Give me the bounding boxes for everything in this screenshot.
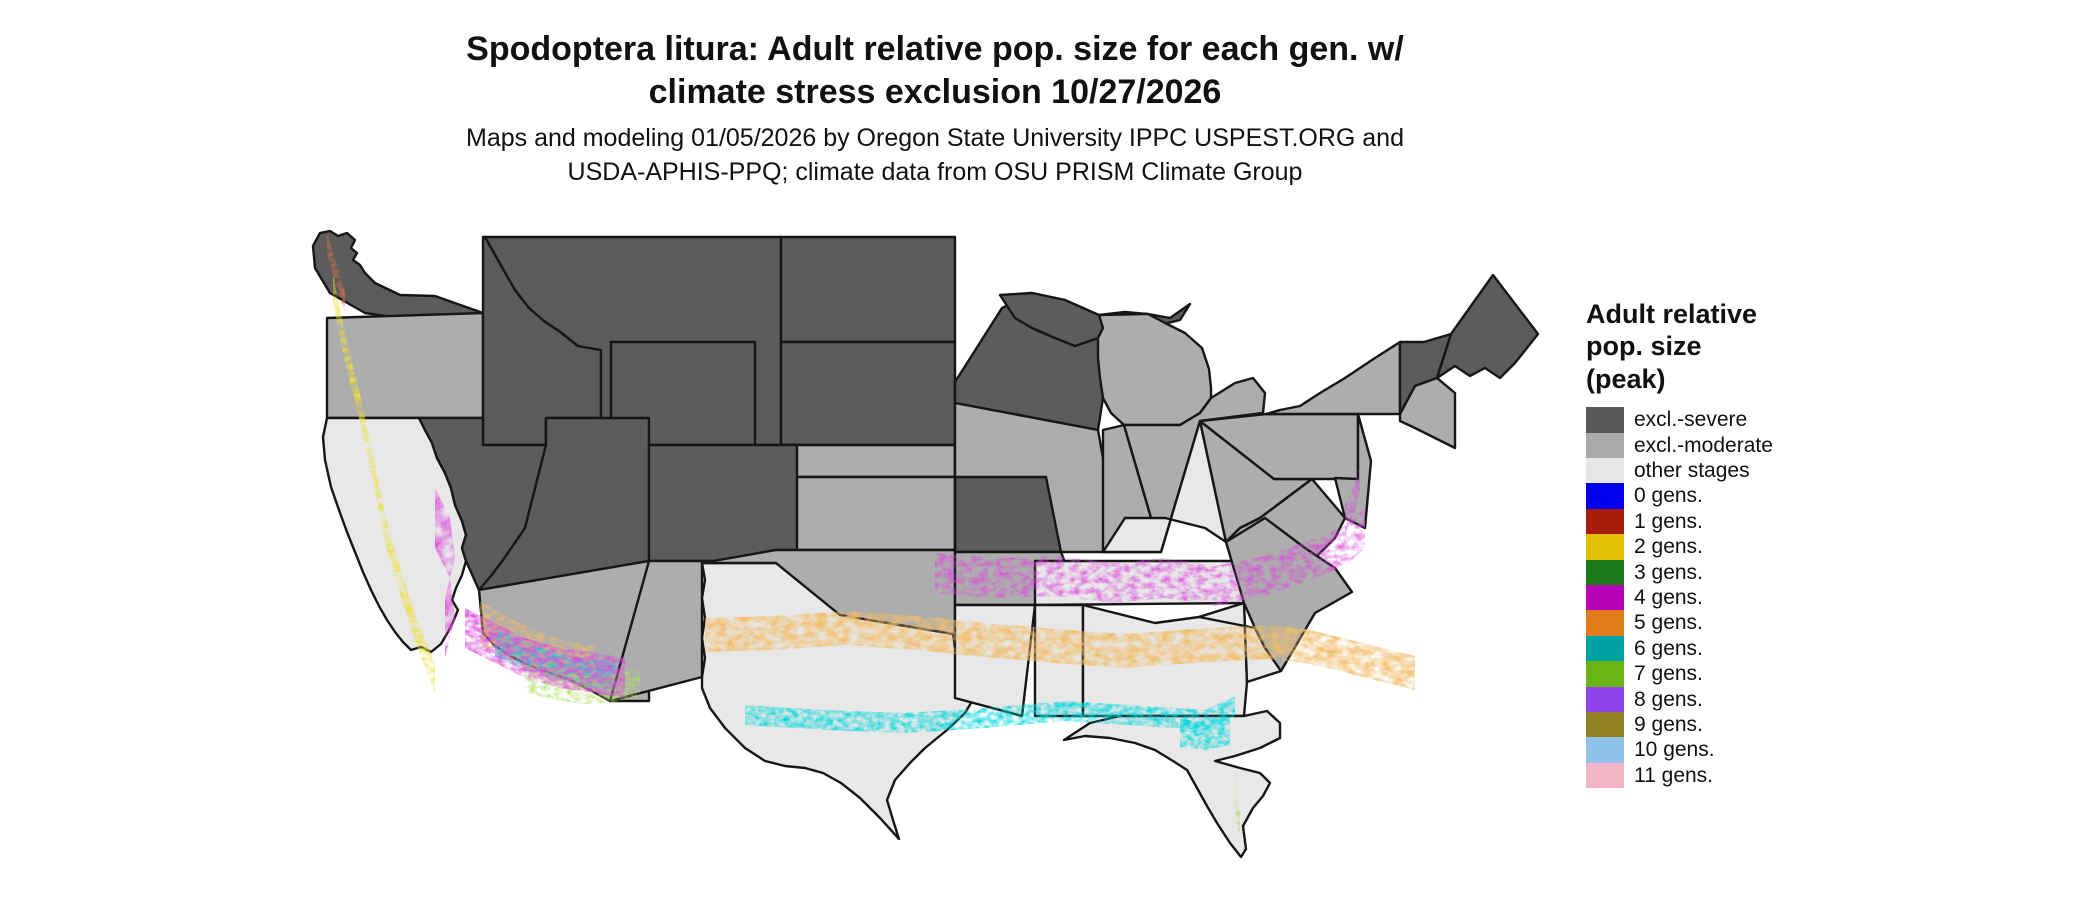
FL [1064, 711, 1280, 857]
